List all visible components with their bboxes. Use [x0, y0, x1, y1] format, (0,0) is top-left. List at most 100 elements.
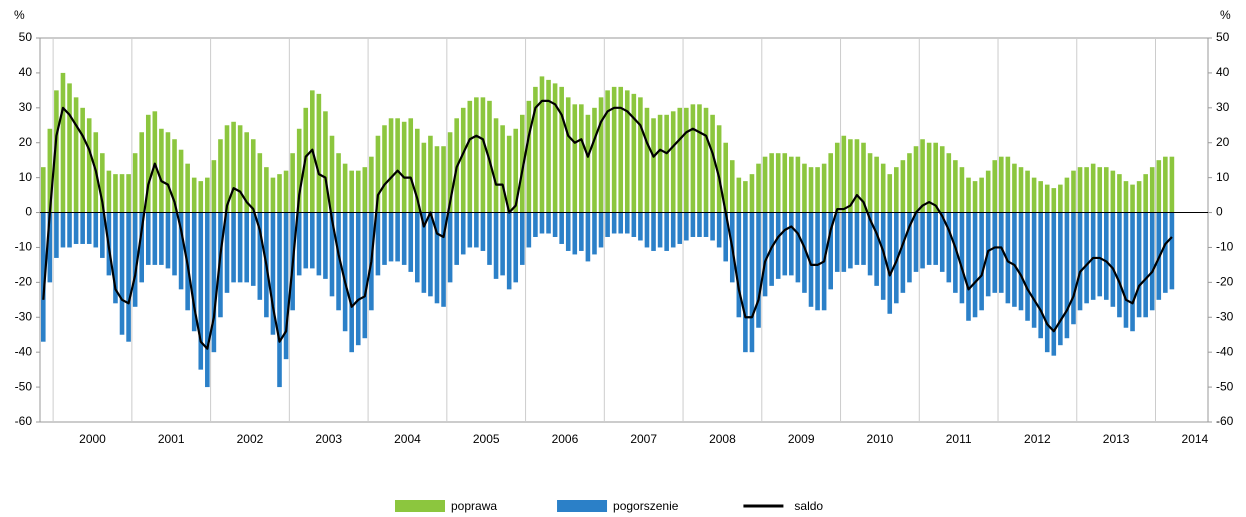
bar	[552, 212, 558, 237]
bar	[152, 212, 158, 265]
bar	[946, 212, 952, 283]
bar	[336, 212, 341, 311]
bar	[539, 212, 545, 234]
bar	[848, 212, 853, 269]
bar	[54, 90, 59, 213]
bar	[1117, 174, 1122, 213]
bar	[119, 174, 125, 213]
bar	[1097, 212, 1103, 297]
y2-tick-label: -20	[1216, 275, 1234, 289]
bar	[1149, 212, 1155, 311]
x-tick-label: 2006	[552, 432, 579, 446]
bar	[834, 142, 840, 213]
bar	[533, 212, 538, 237]
bar	[506, 212, 512, 290]
bar	[638, 97, 643, 213]
bar	[388, 212, 394, 262]
y2-tick-label: -60	[1216, 414, 1234, 428]
legend-label: poprawa	[451, 499, 497, 513]
bar	[1103, 212, 1109, 300]
bar	[539, 76, 545, 213]
bar	[1110, 170, 1116, 213]
bar	[624, 90, 630, 213]
bar	[867, 212, 873, 276]
bar	[388, 118, 394, 213]
bar	[493, 118, 499, 213]
bar	[815, 167, 820, 213]
bar	[828, 212, 833, 290]
bar	[743, 181, 748, 213]
bar	[979, 177, 984, 213]
bar	[939, 212, 945, 272]
bar	[342, 163, 348, 213]
bar	[408, 212, 414, 272]
bar	[1123, 181, 1129, 213]
bar	[231, 121, 236, 213]
bar	[651, 212, 656, 251]
bar	[559, 86, 564, 213]
bar	[1064, 177, 1070, 213]
bar	[894, 167, 899, 213]
bar	[467, 100, 473, 213]
bar	[1130, 212, 1135, 332]
bar	[218, 139, 223, 213]
bar	[834, 212, 840, 272]
bar	[1012, 163, 1017, 213]
y-tick-label: 50	[19, 30, 33, 44]
bar	[1058, 212, 1063, 346]
bar	[841, 212, 847, 272]
bar	[1058, 184, 1063, 213]
bar	[40, 167, 46, 213]
bar	[60, 72, 66, 213]
bar	[152, 111, 158, 213]
bar	[60, 212, 66, 248]
bar	[270, 177, 276, 213]
bar	[224, 212, 230, 293]
bar	[684, 212, 689, 241]
bar	[874, 212, 879, 286]
y-tick-label: -10	[15, 240, 33, 254]
bar	[329, 212, 335, 297]
bar	[47, 212, 53, 283]
bar	[159, 212, 164, 265]
bar	[841, 135, 847, 213]
bar	[552, 83, 558, 213]
bar	[926, 142, 932, 213]
bar	[113, 174, 118, 213]
bar	[139, 212, 145, 283]
bar	[178, 212, 184, 290]
y-tick-label: 0	[25, 205, 32, 219]
bar	[874, 156, 879, 213]
bar	[178, 149, 184, 213]
bar	[1084, 212, 1089, 304]
bar	[933, 142, 938, 213]
bar	[782, 153, 788, 213]
bar	[132, 212, 138, 307]
bar	[657, 212, 663, 248]
bar	[106, 170, 112, 213]
bar	[454, 212, 459, 265]
bar	[362, 212, 368, 339]
bar	[1044, 184, 1050, 213]
x-tick-label: 2000	[79, 432, 106, 446]
bar	[638, 212, 643, 241]
y2-tick-label: -40	[1216, 344, 1234, 358]
bar	[953, 160, 958, 213]
bar	[526, 212, 532, 248]
bar	[1169, 156, 1175, 213]
bar	[1156, 160, 1162, 213]
bar	[1031, 177, 1037, 213]
bar	[277, 174, 282, 213]
bar	[1018, 212, 1024, 311]
bar	[565, 97, 571, 213]
bar	[939, 146, 945, 213]
bar	[572, 104, 578, 213]
bar	[139, 132, 145, 213]
bar	[480, 97, 486, 213]
bar	[710, 114, 715, 213]
bar	[1169, 212, 1175, 290]
bar	[618, 212, 624, 234]
bar	[132, 153, 138, 213]
bar	[428, 135, 433, 213]
bar	[67, 83, 72, 213]
